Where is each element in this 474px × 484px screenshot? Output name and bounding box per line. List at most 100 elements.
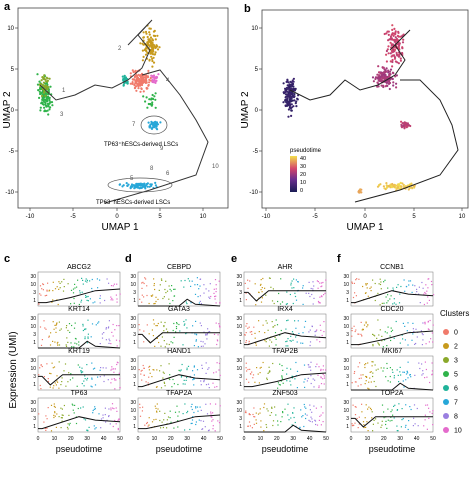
expression-point [214,279,217,281]
expression-point [74,287,76,289]
expression-point [374,364,376,366]
expression-point [59,329,61,331]
expression-point [49,344,52,346]
umap-point [150,127,154,130]
expression-xlabel: pseudotime [56,444,103,454]
expression-point [270,412,273,414]
pseudotime-point [402,124,405,127]
expression-point [382,346,384,348]
umap-point [42,81,46,84]
expression-point [209,283,211,285]
expression-point [402,338,404,340]
umap-point [122,83,125,86]
umap-point [153,125,157,128]
expression-point [322,378,324,380]
panel-a-trajectory [39,19,153,101]
expression-point [410,408,412,411]
expression-point [320,369,322,372]
y-tick-label: 3 [33,290,36,296]
expression-point [109,423,111,425]
pseudotime-point [293,93,296,96]
expression-point [393,298,395,300]
pseudotime-point [387,69,390,72]
expression-point [409,374,411,376]
expression-point [364,366,366,369]
subplot-frame [37,397,121,433]
umap-point [137,73,140,76]
expression-point [163,325,165,328]
expression-point [86,299,88,301]
expression-point [169,302,171,305]
umap-point [39,92,42,96]
y-tick-label: 3 [133,416,136,422]
expression-point [151,329,153,331]
expression-point [258,331,260,333]
umap-point [142,31,145,34]
expression-point [157,298,159,300]
y-tick-label: 10 [236,366,242,372]
pseudotime-point [392,34,395,38]
expression-point [201,367,203,369]
expression-point [369,407,372,409]
expression-point [197,410,199,412]
umap-point [146,76,150,79]
expression-point [215,291,217,293]
expression-point [428,328,430,331]
expression-point [154,288,156,291]
expression-point [295,336,297,338]
expression-point [422,322,424,324]
expression-point [118,325,120,327]
expression-point [114,419,116,422]
expression-point [53,366,56,368]
expression-point [193,384,195,386]
expression-point [305,292,307,294]
expression-point [322,412,324,414]
expression-point [53,405,55,407]
expression-point [59,282,61,284]
panel-b-trajectory [289,29,411,101]
cluster-number-label: 3 [60,112,64,118]
expression-point [302,303,304,305]
y-tick-label: 1 [239,340,242,346]
expression-point [370,371,372,373]
pseudotime-point [396,186,400,189]
umap-point [149,123,152,126]
cluster-legend-swatch [443,399,449,405]
expression-xlabel: pseudotime [262,444,309,454]
expression-point [279,384,281,386]
umap-point [149,44,152,47]
expression-point [84,338,86,340]
expression-point [387,408,389,410]
expression-point [200,409,202,411]
expression-point [321,285,323,287]
pseudotime-point [376,73,379,76]
expression-point [58,361,60,363]
pseudotime-point [393,39,396,42]
expression-point [180,376,182,378]
expression-point [373,419,375,421]
expression-point [108,326,110,328]
expression-point [190,285,192,287]
expression-point [254,332,256,334]
expression-point [254,416,256,418]
expression-point [365,363,367,365]
expression-point [248,421,251,423]
x-tick-label: 10 [52,436,58,442]
expression-point [141,410,143,412]
expression-point [152,319,155,321]
expression-point [67,428,69,430]
expression-point [78,303,80,306]
expression-point [115,379,117,381]
expression-point [65,385,67,387]
expression-point [168,363,170,365]
expression-trend-line [38,416,121,430]
expression-point [212,428,214,430]
expression-point [325,279,327,281]
expression-point [265,320,267,322]
pseudotime-point [391,43,394,46]
expression-point [101,337,104,339]
annotation-tp63-neg: TP63⁻hESCs-derived LSCs [96,200,170,206]
expression-point [290,368,292,370]
expression-point [357,366,359,368]
expression-point [52,321,54,323]
